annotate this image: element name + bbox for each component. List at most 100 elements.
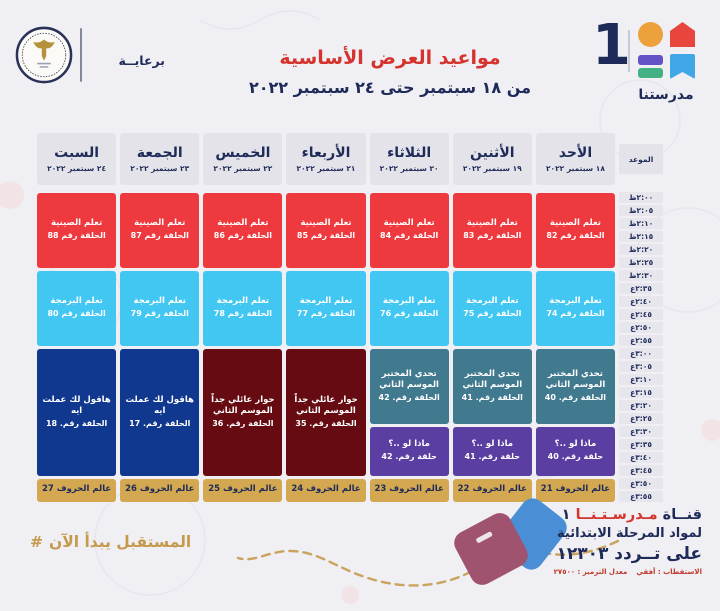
channel-name: مـدرسـتـنــا (575, 507, 658, 523)
program-cell: تعلم البرمجة الحلقة رقم 74 (535, 270, 615, 346)
program-episode: الحلقة رقم 78 (213, 308, 272, 318)
logo-purple-bar-icon (638, 55, 663, 65)
program-cell: عالم الحروف 21 (535, 478, 615, 502)
program-cell: حوار عائلي جداً الموسم الثاني الحلقة رقم.… (286, 348, 366, 476)
channel-wordmark: مدرستنا (638, 87, 694, 103)
program-title: ماذا لو ..؟ (388, 439, 430, 450)
channel-number: ١ (561, 507, 571, 523)
program-episode: الحلقة رقم 82 (546, 230, 605, 240)
program-title: تحدي المختبر الموسم الثاني (379, 368, 439, 391)
program-title: تعلم الصينية (549, 218, 601, 229)
program-episode: الحلقة رقم. 42 (378, 392, 440, 402)
day-header: السبت ٢٤ سبتمبر ٢٠٢٢ (37, 133, 117, 185)
program-title: تعلم الصينية (466, 218, 518, 229)
day-header: الخميس ٢٢ سبتمبر ٢٠٢٢ (203, 133, 283, 185)
logo-bars-icon (637, 53, 664, 80)
program-title: حوار عائلي جداً الموسم الثاني (294, 394, 358, 417)
time-slot-label: ٢:١٥ظ (619, 231, 663, 242)
program-title: عالم الحروف 22 (457, 483, 527, 494)
time-slot-label: ٢:٤٠ع (619, 296, 663, 307)
program-cell: تعلم الصينية الحلقة رقم 82 (535, 192, 615, 268)
program-title: تعلم البرمجة (216, 296, 270, 307)
time-column-header: الموعد (619, 144, 663, 174)
time-slot-label: ٣:١٥ع (619, 387, 663, 398)
program-title: تعلم البرمجة (299, 296, 353, 307)
day-name: الأحد (558, 145, 593, 161)
program-cell: عالم الحروف 23 (369, 478, 449, 502)
day-header: الأثنين ١٩ سبتمبر ٢٠٢٢ (452, 133, 532, 185)
program-title: ماذا لو ..؟ (471, 439, 514, 450)
program-cell: تعلم البرمجة الحلقة رقم 79 (120, 270, 200, 346)
day-header: الأربعاء ٢١ سبتمبر ٢٠٢٢ (286, 133, 366, 185)
program-cell: تعلم الصينية الحلقة رقم 85 (286, 192, 366, 268)
time-slot-label: ٣:٠٥ع (619, 361, 663, 372)
day-date: ٢٢ سبتمبر ٢٠٢٢ (213, 164, 273, 173)
program-episode: الحلقة رقم. 41 (461, 392, 523, 402)
program-title: هاقول لك عملت ايه (42, 394, 111, 417)
channel-title-line: قنــاة مـدرسـتـنــا ١ (487, 507, 702, 523)
program-cell: تحدي المختبر الموسم الثاني الحلقة رقم. 41 (452, 348, 532, 424)
program-episode: حلقة رقم. 42 (381, 451, 437, 461)
time-slot-label: ٣:٥٥ع (619, 491, 663, 502)
time-slot-label: ٣:٣٠ع (619, 426, 663, 437)
program-episode: الحلقة رقم. 35 (295, 418, 357, 428)
program-cell: عالم الحروف 26 (120, 478, 200, 502)
program-episode: الحلقة رقم 88 (47, 230, 106, 240)
hash-icon: # (30, 533, 43, 551)
program-title: تحدي المختبر الموسم الثاني (545, 368, 606, 391)
time-slot-label: ٢:٥٥ع (619, 335, 663, 346)
program-title: ماذا لو ..؟ (554, 439, 597, 450)
program-episode: الحلقة رقم 74 (546, 308, 605, 318)
day-name: الخميس (215, 145, 271, 161)
program-cell: عالم الحروف 22 (452, 478, 532, 502)
program-title: تحدي المختبر الموسم الثاني (462, 368, 523, 391)
program-cell: تعلم البرمجة الحلقة رقم 80 (37, 270, 117, 346)
day-name: السبت (54, 145, 99, 161)
sponsor-divider (80, 28, 82, 82)
program-cell: تعلم البرمجة الحلقة رقم 75 (452, 270, 532, 346)
program-title: عالم الحروف 27 (41, 483, 112, 494)
channel-info: قنــاة مـدرسـتـنــا ١ لمواد المرحلة الاب… (487, 507, 702, 576)
program-cell: ماذا لو ..؟ حلقة رقم. 42 (369, 426, 449, 476)
program-cell: تعلم الصينية الحلقة رقم 83 (452, 192, 532, 268)
program-title: عالم الحروف 23 (374, 483, 444, 494)
hashtag-phrase: المستقبل يبدأ الآن (49, 533, 192, 551)
program-cell: تعلم الصينية الحلقة رقم 88 (37, 192, 117, 268)
program-title: عالم الحروف 21 (540, 483, 611, 494)
day-date: ٢٠ سبتمبر ٢٠٢٢ (379, 164, 439, 173)
program-cell: ماذا لو ..؟ حلقة رقم. 41 (452, 426, 532, 476)
time-slot-label: ٢:٣٠ظ (619, 270, 663, 281)
logo-house-icon (670, 22, 695, 47)
time-slot-label: ٣:٣٥ع (619, 439, 663, 450)
campaign-hashtag: # المستقبل يبدأ الآن (30, 533, 191, 551)
program-title: تعلم الصينية (51, 218, 103, 229)
header-titles: مواعيد العرض الأساسية من ١٨ سبتمبر حتى ٢… (180, 47, 600, 97)
frequency-line: على تــردد ١٢٣٠٣ (556, 544, 702, 564)
technical-details: الاستقطاب : أفقي معدل الترميز : ٢٧٥٠٠ (487, 568, 702, 576)
day-date: ٢١ سبتمبر ٢٠٢٢ (296, 164, 356, 173)
channel-number-digit: 1 (592, 13, 631, 78)
audience-line: لمواد المرحلة الابتدائية (557, 526, 702, 541)
program-episode: الحلقة رقم 84 (380, 230, 439, 240)
program-episode: الحلقة رقم. 40 (544, 392, 607, 402)
program-title: عالم الحروف 26 (125, 483, 195, 494)
program-episode: الحلقة رقم. 18 (45, 418, 108, 428)
program-cell: تعلم الصينية الحلقة رقم 84 (369, 192, 449, 268)
program-episode: الحلقة رقم 86 (213, 230, 272, 240)
program-episode: الحلقة رقم. 17 (129, 418, 191, 428)
program-episode: حلقة رقم. 40 (547, 451, 604, 461)
program-episode: الحلقة رقم 79 (130, 308, 189, 318)
logo-circle-icon (638, 22, 663, 47)
day-date: ١٨ سبتمبر ٢٠٢٢ (545, 164, 605, 173)
time-slot-label: ٢:٣٥ع (619, 283, 663, 294)
program-cell: حوار عائلي جداً الموسم الثاني الحلقة رقم.… (203, 348, 283, 476)
day-header: الجمعة ٢٣ سبتمبر ٢٠٢٢ (120, 133, 200, 185)
day-date: ٢٣ سبتمبر ٢٠٢٢ (130, 164, 190, 173)
program-title: هاقول لك عملت ايه (125, 394, 194, 417)
program-cell: عالم الحروف 25 (203, 478, 283, 502)
time-slot-label: ٢:٥٠ع (619, 322, 663, 333)
day-name: الأثنين (470, 145, 515, 161)
program-title: تعلم البرمجة (133, 296, 186, 307)
ministry-seal-icon (15, 26, 73, 88)
program-title: حوار عائلي جداً الموسم الثاني (211, 394, 275, 417)
